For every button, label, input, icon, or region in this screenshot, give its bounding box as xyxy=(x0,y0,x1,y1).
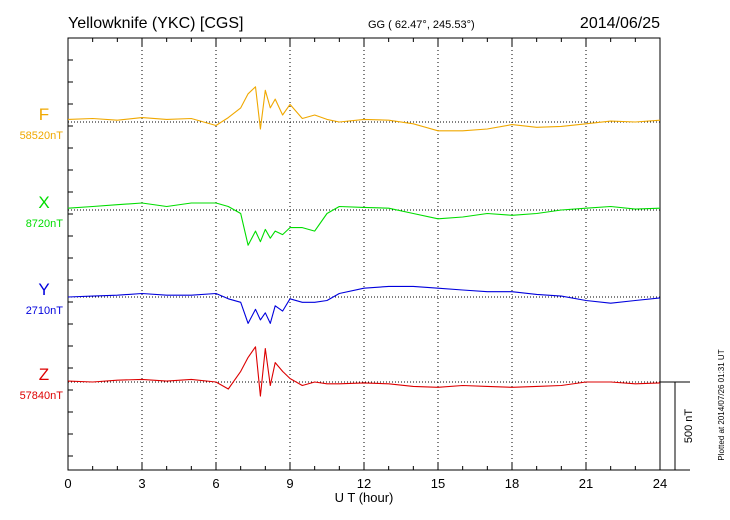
series-line-X xyxy=(67,202,661,246)
x-axis-label: U T (hour) xyxy=(335,490,394,505)
series-line-F xyxy=(67,86,661,132)
series-labels: F 58520nT X 8720nT Y 2710nT Z 57840nT xyxy=(20,105,64,402)
series-line-Z xyxy=(67,346,661,397)
x-tick-label: 0 xyxy=(64,476,71,491)
plotted-at-label: Plotted at 2014/07/26 01:31 UT xyxy=(717,349,726,460)
x-tick-label: 12 xyxy=(357,476,371,491)
series-baseline-X: 8720nT xyxy=(26,218,64,230)
data-traces xyxy=(67,86,661,397)
scale-bar-label: 500 nT xyxy=(683,409,695,444)
x-tick-label: 6 xyxy=(212,476,219,491)
x-tick-label: 15 xyxy=(431,476,445,491)
grid-lines xyxy=(141,38,587,470)
axis-ticks xyxy=(67,38,661,470)
chart-date: 2014/06/25 xyxy=(580,15,660,32)
series-name-X: X xyxy=(38,193,49,212)
series-name-Z: Z xyxy=(39,365,49,384)
x-tick-label: 9 xyxy=(286,476,293,491)
scale-bar: 500 nT xyxy=(660,381,695,471)
x-tick-labels: 0 3 6 9 12 15 18 21 24 xyxy=(64,476,667,491)
series-line-Y xyxy=(67,285,661,324)
series-name-F: F xyxy=(39,105,49,124)
x-tick-label: 24 xyxy=(653,476,667,491)
series-baseline-F: 58520nT xyxy=(20,130,64,142)
x-tick-label: 18 xyxy=(505,476,519,491)
chart-title: Yellowknife (YKC) [CGS] xyxy=(68,15,243,32)
x-tick-label: 21 xyxy=(579,476,593,491)
station-coordinates: GG ( 62.47°, 245.53°) xyxy=(368,19,475,31)
series-baseline-Z: 57840nT xyxy=(20,390,64,402)
series-baseline-Y: 2710nT xyxy=(26,305,64,317)
series-name-Y: Y xyxy=(38,280,49,299)
x-tick-label: 3 xyxy=(138,476,145,491)
